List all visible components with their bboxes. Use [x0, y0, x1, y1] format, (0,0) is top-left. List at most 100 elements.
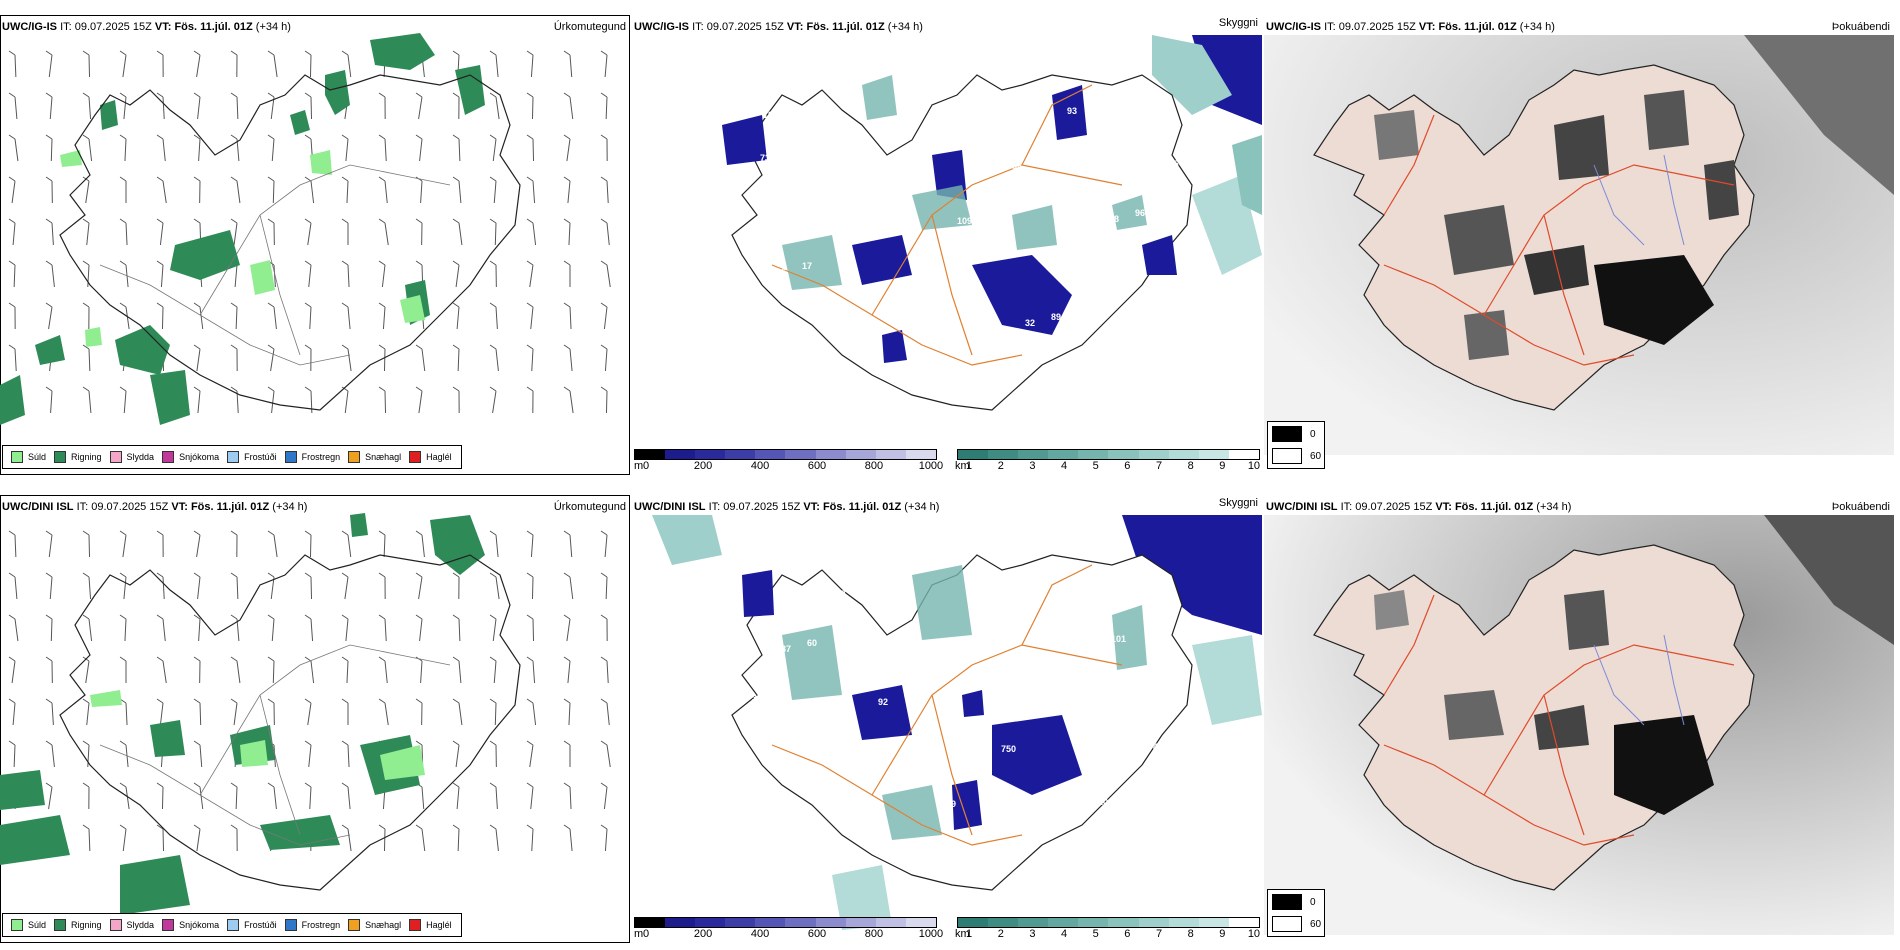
wind-barb	[563, 740, 571, 767]
wind-barb	[45, 302, 53, 330]
cloud-base-value: 36	[1012, 161, 1022, 171]
wind-barb	[452, 176, 462, 204]
colorbar-segment	[988, 450, 1019, 459]
colorbar-tick: 1	[966, 460, 973, 472]
cloud-base-values: 87 92 90 15 130 87 88 95 93 56 109 61 43 34 36 39 30 31 60…	[752, 581, 1184, 866]
cloud-base-value: 39	[946, 799, 956, 809]
model-name: UWC/IG-IS	[634, 21, 689, 33]
wind-barb	[489, 344, 499, 372]
legend-item: Súld	[11, 451, 46, 463]
wind-barb	[156, 176, 167, 204]
legend-swatch	[11, 451, 23, 463]
colorbar-tick: 4	[1060, 460, 1068, 472]
wind-barb	[489, 572, 500, 600]
wind-barb	[526, 176, 536, 204]
legend-item: Rigning	[54, 451, 102, 463]
model-name: UWC/DINI ISL	[2, 501, 74, 513]
rivers	[1593, 634, 1685, 726]
cloud-base-value: 61	[886, 157, 896, 167]
product-name: Þokuábendi	[1831, 21, 1890, 33]
vt-label: VT:	[786, 21, 804, 33]
wind-barb	[230, 92, 239, 120]
wind-barb	[341, 134, 349, 162]
legend-swatch	[11, 919, 23, 931]
wind-barb	[267, 344, 275, 372]
wind-barb	[563, 530, 573, 558]
colorbar-segment	[815, 450, 846, 459]
wind-barb	[600, 740, 611, 768]
cloud-base-value: 83	[1014, 581, 1024, 591]
product-name: Skyggni	[1218, 17, 1258, 29]
legend-swatch	[284, 451, 297, 463]
it-value: 09.07.2025 15Z	[74, 21, 152, 33]
cloud-base-value: 93	[1067, 106, 1077, 116]
legend-swatch	[409, 919, 422, 931]
wind-barb	[267, 698, 275, 726]
fog-index-legend: 0 60	[1267, 421, 1325, 469]
colorbar-segment	[1108, 450, 1139, 459]
wind-barb	[489, 302, 498, 330]
cloud-base-value: 186	[763, 110, 778, 120]
wind-barb	[82, 782, 90, 810]
colorbar-segment	[755, 918, 786, 927]
colorbar-segment	[665, 450, 696, 459]
wind-barb	[193, 740, 203, 768]
colorbar-tick: 1000	[918, 928, 944, 940]
roads	[1383, 114, 1735, 366]
panel-title: UWC/IG-IS IT: 09.07.2025 15Z VT: Fös. 11…	[634, 21, 923, 33]
product-name: Skyggni	[1218, 497, 1258, 509]
colorbar-tick: 5	[1092, 460, 1099, 472]
colorbar-tick: 200	[693, 460, 713, 472]
colorbar-segment	[988, 918, 1019, 927]
wind-barb	[341, 824, 352, 852]
wind-barb	[415, 572, 423, 600]
wind-barb	[341, 260, 350, 288]
wind-barb	[119, 302, 130, 330]
cloud-base-value: 35	[1122, 371, 1132, 381]
wind-barb	[341, 344, 352, 372]
wind-barb	[230, 698, 238, 726]
visibility-panel-top: 186 36 109 23 93 52 72 36 38 66 82 45 93 115 54 58 32 35 3…	[632, 15, 1262, 475]
roads	[99, 164, 451, 366]
wind-barb	[415, 824, 426, 852]
wind-barb	[156, 656, 167, 684]
fog-index-map-bottom	[1264, 515, 1894, 935]
wind-barb	[378, 302, 386, 330]
cloud-base-value: 73	[760, 153, 770, 163]
wind-barb	[45, 134, 53, 162]
colorbar-segment	[635, 450, 666, 459]
wind-barb	[230, 218, 238, 246]
vt-label: VT:	[171, 501, 188, 513]
wind-barb	[378, 218, 389, 246]
wind-barb	[526, 698, 537, 726]
cloud-base-value: 90	[975, 750, 985, 760]
wind-barb	[267, 656, 275, 684]
legend-item: Slydda	[109, 451, 154, 463]
colorbar-tick: 400	[750, 928, 770, 940]
legend-swatch	[109, 451, 122, 463]
wind-barb	[378, 260, 386, 288]
colorbar-segment	[1198, 450, 1229, 459]
cloud-base-value: 92	[878, 697, 888, 707]
wind-barb	[8, 572, 18, 600]
wind-barb	[156, 50, 164, 78]
cloud-base-value: 95	[1030, 695, 1040, 705]
visibility-map-bottom: 87 92 90 15 130 87 88 95 93 56 109 61 43 34 36 39 30 31 60…	[652, 515, 1262, 930]
legend-label: Rigning	[71, 452, 102, 462]
colorbar-tick: 3	[1029, 928, 1036, 940]
wind-barb	[600, 176, 609, 204]
wind-barb	[119, 656, 127, 683]
wind-barb	[82, 572, 92, 600]
wind-barb	[230, 134, 240, 162]
wind-barb	[45, 782, 53, 810]
colorbar-segment	[665, 918, 696, 927]
wind-barb	[230, 530, 238, 558]
wind-barb	[600, 92, 608, 120]
vt-label: VT:	[154, 21, 172, 33]
wind-barb	[526, 656, 536, 684]
wind-barb	[119, 824, 127, 852]
wind-barb	[378, 386, 387, 414]
wind-barb	[452, 134, 461, 162]
wind-barb	[378, 698, 389, 726]
wind-barb	[341, 782, 351, 810]
